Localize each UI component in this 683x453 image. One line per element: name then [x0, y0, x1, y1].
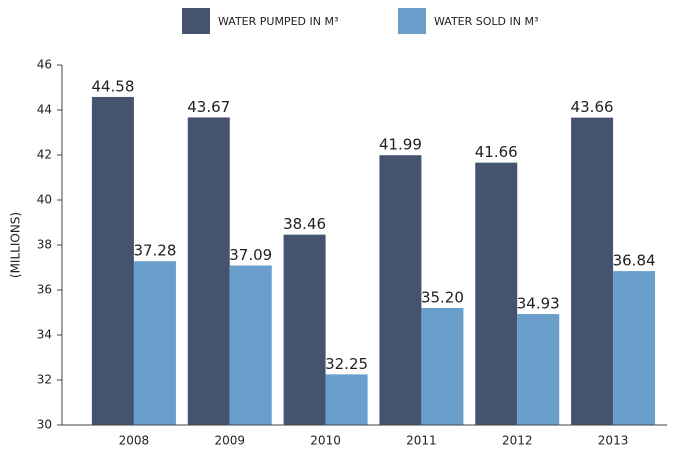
x-tick-label: 2011	[406, 434, 437, 448]
bar	[571, 117, 614, 426]
value-label: 41.99	[379, 136, 422, 154]
bar	[613, 271, 656, 425]
y-tick-label: 32	[37, 373, 52, 387]
value-label: 32.25	[325, 355, 368, 373]
y-axis-label: (MILLIONS)	[9, 212, 23, 278]
value-label: 43.67	[187, 98, 230, 116]
value-label: 38.46	[283, 215, 326, 233]
bar	[517, 314, 560, 425]
bar	[133, 261, 176, 425]
x-tick-label: 2010	[310, 434, 341, 448]
x-tick-label: 2008	[119, 434, 150, 448]
y-tick-label: 44	[37, 103, 52, 117]
bar	[283, 234, 326, 425]
x-tick-label: 2012	[502, 434, 533, 448]
y-tick-label: 42	[37, 148, 52, 162]
value-label: 34.93	[517, 295, 560, 313]
value-label: 37.09	[229, 246, 272, 264]
bar	[229, 265, 272, 425]
legend-swatch	[182, 8, 210, 34]
bar	[187, 117, 230, 426]
value-label: 37.28	[133, 242, 176, 260]
bar	[325, 374, 368, 425]
bar	[91, 96, 134, 425]
legend-swatch	[398, 8, 426, 34]
x-tick-label: 2013	[598, 434, 629, 448]
value-label: 36.84	[613, 252, 656, 270]
y-tick-label: 30	[37, 418, 52, 432]
y-tick-label: 40	[37, 193, 52, 207]
y-tick-label: 38	[37, 238, 52, 252]
value-label: 41.66	[475, 143, 518, 161]
y-tick-label: 46	[37, 58, 52, 72]
x-tick-label: 2009	[214, 434, 245, 448]
bar	[379, 155, 422, 425]
value-label: 44.58	[91, 77, 134, 95]
value-label: 35.20	[421, 289, 464, 307]
bar	[475, 162, 518, 425]
legend-label: WATER PUMPED IN M³	[218, 15, 338, 28]
y-tick-label: 36	[37, 283, 52, 297]
legend-label: WATER SOLD IN M³	[434, 15, 538, 28]
y-tick-label: 34	[37, 328, 52, 342]
value-label: 43.66	[571, 98, 614, 116]
bar	[421, 308, 464, 425]
